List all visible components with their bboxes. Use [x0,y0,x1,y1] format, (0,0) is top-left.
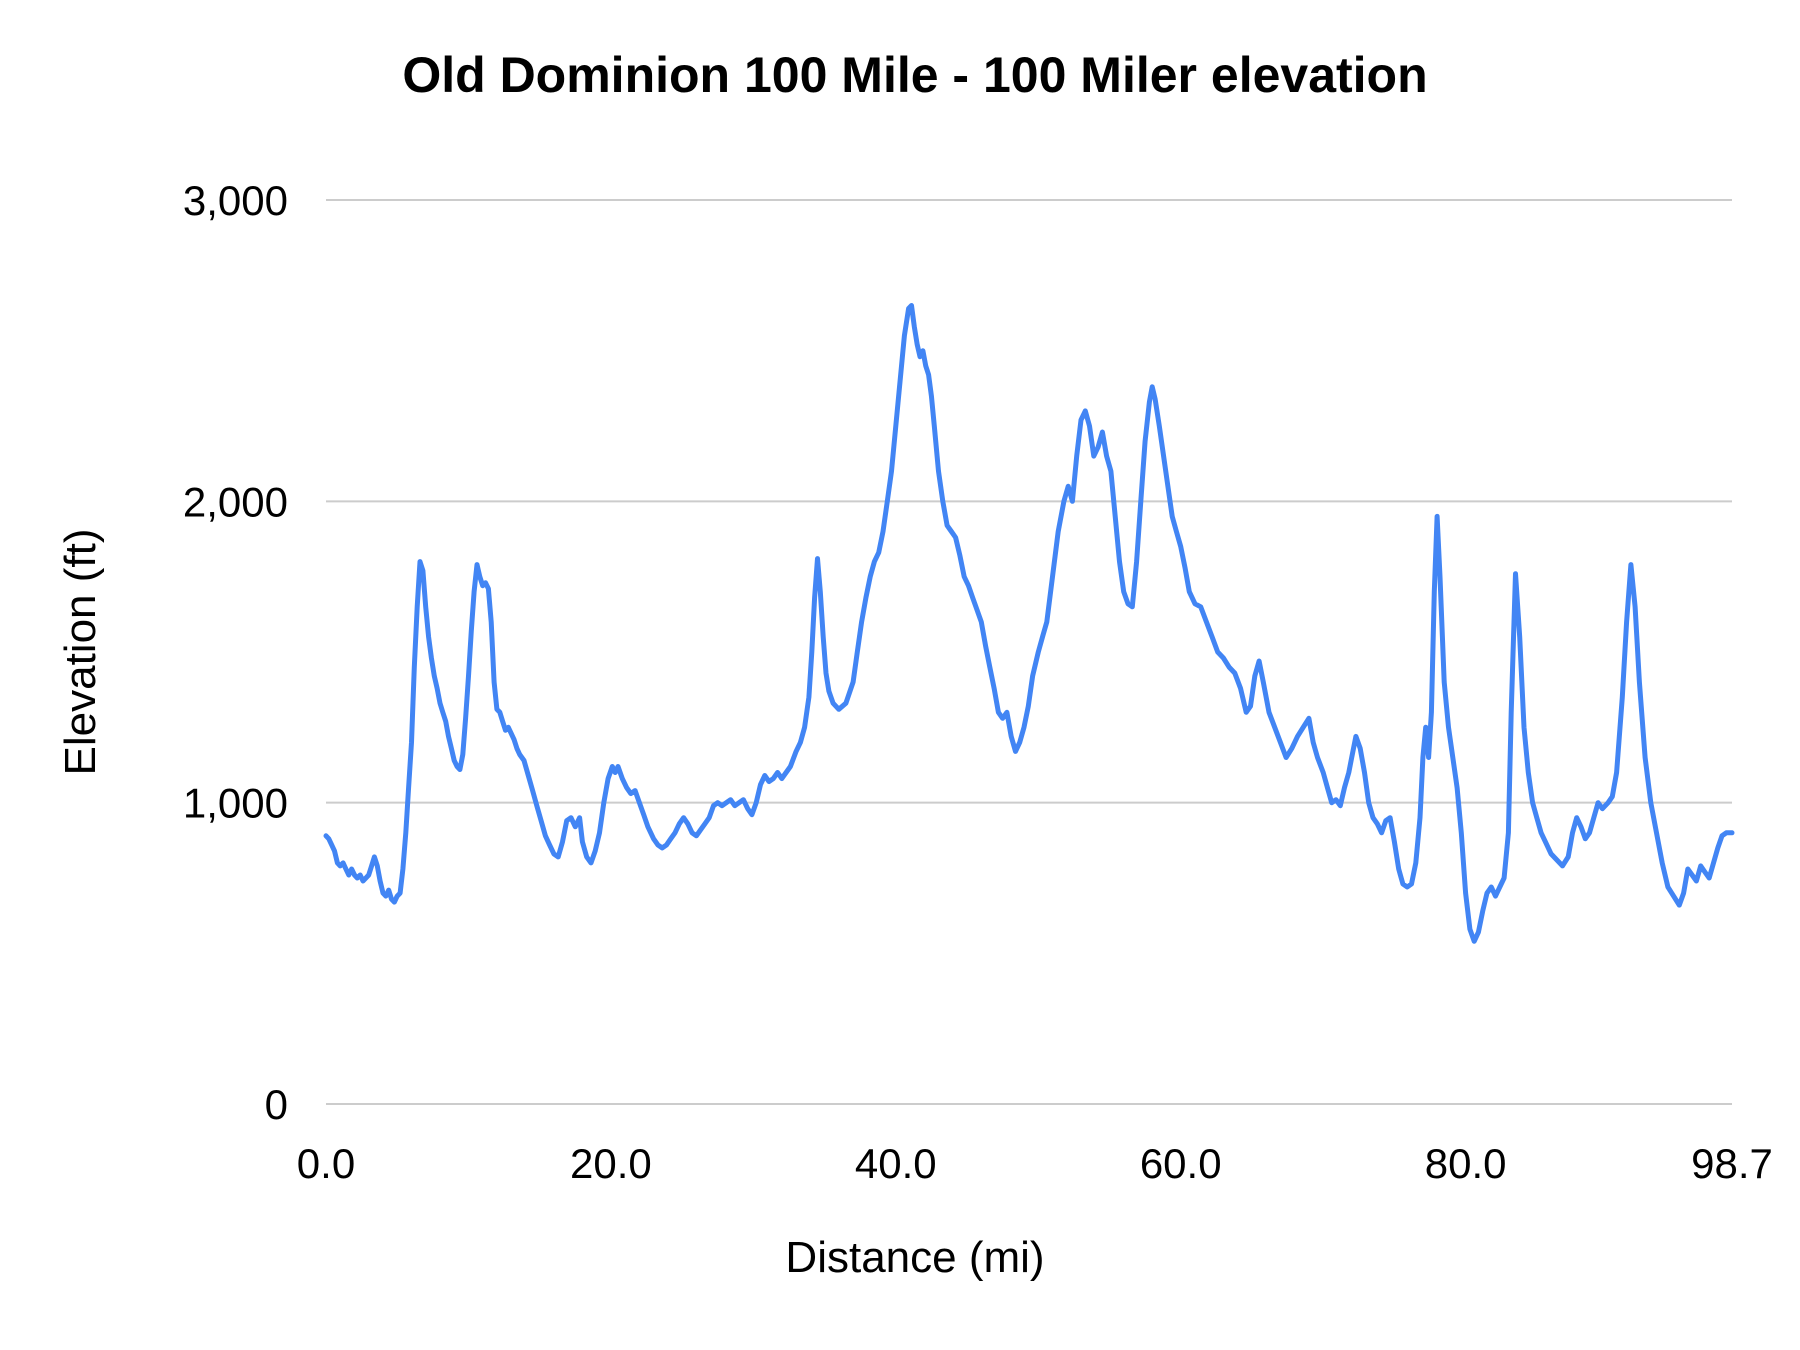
x-axis-title: Distance (mi) [785,1233,1044,1282]
chart-title: Old Dominion 100 Mile - 100 Miler elevat… [402,47,1427,103]
x-tick-label: 60.0 [1140,1140,1222,1187]
y-tick-label: 0 [265,1081,288,1128]
y-tick-label: 3,000 [183,177,288,224]
gridlines [326,199,1732,1105]
y-tick-label: 1,000 [183,780,288,827]
x-tick-label: 0.0 [297,1140,355,1187]
elevation-line [323,303,1735,944]
x-tick-label: 20.0 [570,1140,652,1187]
x-tick-label: 40.0 [855,1140,937,1187]
x-tick-label: 80.0 [1425,1140,1507,1187]
x-tick-label: 98.7 [1691,1140,1773,1187]
x-tick-labels: 0.0 20.0 40.0 60.0 80.0 98.7 [297,1140,1773,1187]
y-tick-label: 2,000 [183,478,288,525]
y-tick-labels: 0 1,000 2,000 3,000 [183,177,288,1128]
y-axis-title: Elevation (ft) [56,529,105,776]
